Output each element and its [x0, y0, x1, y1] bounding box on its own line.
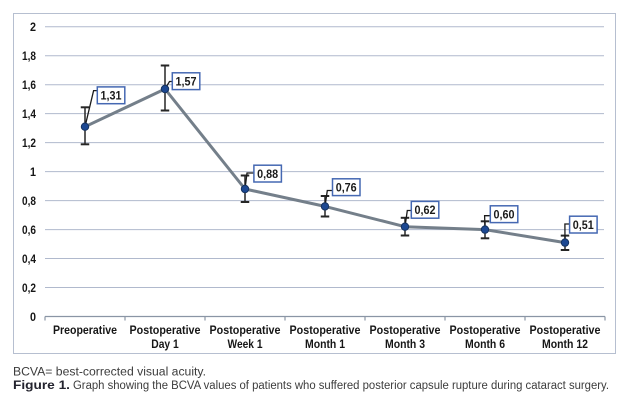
svg-text:Month 6: Month 6: [465, 337, 505, 351]
svg-text:Postoperative: Postoperative: [210, 323, 281, 337]
svg-text:0,4: 0,4: [22, 252, 36, 266]
svg-text:2: 2: [30, 20, 36, 34]
svg-text:Day 1: Day 1: [151, 337, 179, 351]
svg-text:Month 3: Month 3: [385, 337, 425, 351]
svg-text:Postoperative: Postoperative: [290, 323, 361, 337]
svg-text:1,6: 1,6: [22, 78, 36, 92]
svg-text:0,2: 0,2: [22, 281, 36, 295]
svg-text:BCVA= best-corrected visual ac: BCVA= best-corrected visual acuity.: [13, 367, 206, 379]
svg-text:0,76: 0,76: [336, 181, 357, 195]
svg-text:Postoperative: Postoperative: [450, 323, 521, 337]
svg-text:Postoperative: Postoperative: [130, 323, 201, 337]
svg-text:1,57: 1,57: [176, 75, 197, 89]
svg-text:0: 0: [30, 310, 36, 324]
svg-text:1,4: 1,4: [22, 107, 36, 121]
svg-text:1,31: 1,31: [101, 89, 122, 103]
svg-text:1,8: 1,8: [22, 49, 36, 63]
svg-text:Month 12: Month 12: [542, 337, 588, 351]
svg-text:0,51: 0,51: [573, 218, 594, 232]
svg-text:Month 1: Month 1: [305, 337, 345, 351]
svg-text:0,60: 0,60: [494, 208, 515, 222]
svg-text:Graph showing the BCVA values: Graph showing the BCVA values of patient…: [73, 380, 609, 392]
svg-text:Week 1: Week 1: [228, 337, 263, 351]
svg-text:0,62: 0,62: [415, 203, 436, 217]
svg-text:Postoperative: Postoperative: [370, 323, 441, 337]
svg-text:1: 1: [30, 165, 36, 179]
svg-text:Preoperative: Preoperative: [53, 323, 117, 337]
svg-text:1,2: 1,2: [22, 136, 36, 150]
svg-text:0,88: 0,88: [257, 167, 278, 181]
svg-text:0,6: 0,6: [22, 223, 36, 237]
svg-text:0,8: 0,8: [22, 194, 36, 208]
svg-text:Figure 1.: Figure 1.: [13, 380, 70, 392]
svg-text:Postoperative: Postoperative: [530, 323, 601, 337]
